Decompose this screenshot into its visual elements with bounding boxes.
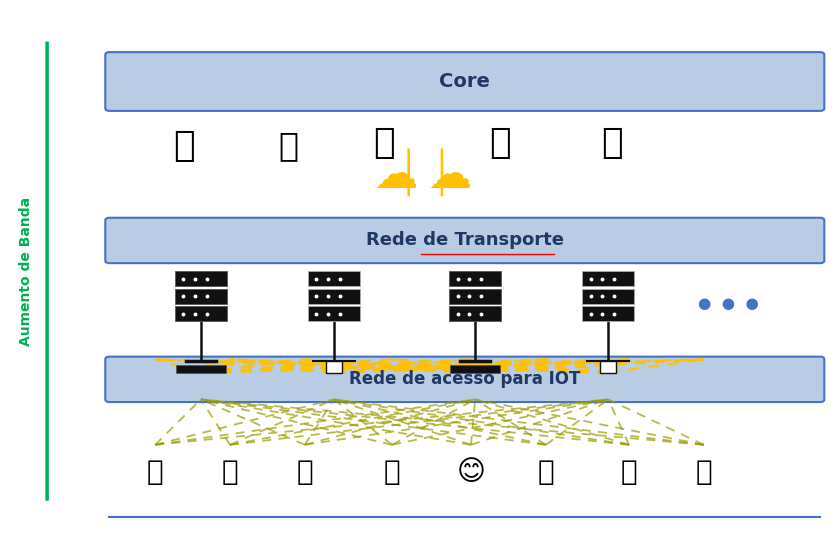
FancyBboxPatch shape <box>450 365 500 373</box>
Text: 🚒: 🚒 <box>147 458 163 485</box>
FancyBboxPatch shape <box>450 289 501 304</box>
Text: 🖥: 🖥 <box>173 129 195 163</box>
FancyBboxPatch shape <box>600 361 616 373</box>
FancyBboxPatch shape <box>582 271 634 286</box>
Text: 👮: 👮 <box>620 458 637 485</box>
Text: 🗄: 🗄 <box>490 126 511 160</box>
FancyBboxPatch shape <box>450 271 501 286</box>
FancyBboxPatch shape <box>176 365 226 373</box>
FancyBboxPatch shape <box>582 307 634 321</box>
Text: ☁: ☁ <box>428 154 473 197</box>
FancyBboxPatch shape <box>175 271 227 286</box>
FancyBboxPatch shape <box>105 217 824 263</box>
FancyBboxPatch shape <box>450 307 501 321</box>
FancyBboxPatch shape <box>105 357 824 402</box>
FancyBboxPatch shape <box>308 307 359 321</box>
Text: 🚴: 🚴 <box>696 458 712 485</box>
Text: 🟢: 🟢 <box>296 458 313 485</box>
Text: 😊: 😊 <box>456 458 485 485</box>
Text: 🗄: 🗄 <box>373 126 394 160</box>
Text: 📦: 📦 <box>279 129 299 162</box>
FancyBboxPatch shape <box>175 307 227 321</box>
Text: Aumento de Banda: Aumento de Banda <box>19 197 33 346</box>
Text: Rede de acesso para IOT: Rede de acesso para IOT <box>349 371 580 388</box>
Text: 🚗: 🚗 <box>538 458 554 485</box>
FancyBboxPatch shape <box>308 289 359 304</box>
FancyBboxPatch shape <box>105 52 824 111</box>
Text: Core: Core <box>440 72 490 91</box>
FancyBboxPatch shape <box>175 289 227 304</box>
Text: ☁: ☁ <box>374 154 419 197</box>
Text: ●  ●  ●: ● ● ● <box>698 296 759 311</box>
FancyBboxPatch shape <box>325 361 342 373</box>
Text: 🚩: 🚩 <box>384 458 400 485</box>
Text: ⏳: ⏳ <box>222 458 239 485</box>
FancyBboxPatch shape <box>582 289 634 304</box>
FancyBboxPatch shape <box>308 271 359 286</box>
Text: Rede de Transporte: Rede de Transporte <box>366 231 564 250</box>
Text: 📦: 📦 <box>601 126 623 160</box>
